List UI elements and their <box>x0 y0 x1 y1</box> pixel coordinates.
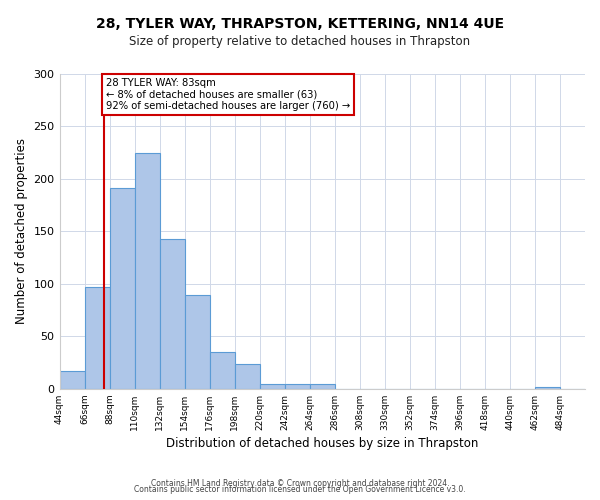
Bar <box>110 188 134 389</box>
Bar <box>209 352 235 389</box>
Text: Contains HM Land Registry data © Crown copyright and database right 2024.: Contains HM Land Registry data © Crown c… <box>151 478 449 488</box>
Text: Contains public sector information licensed under the Open Government Licence v3: Contains public sector information licen… <box>134 484 466 494</box>
Bar <box>160 239 185 389</box>
Bar <box>59 371 85 389</box>
Text: 28, TYLER WAY, THRAPSTON, KETTERING, NN14 4UE: 28, TYLER WAY, THRAPSTON, KETTERING, NN1… <box>96 18 504 32</box>
Bar <box>185 296 209 389</box>
Bar <box>235 364 260 389</box>
Text: 28 TYLER WAY: 83sqm
← 8% of detached houses are smaller (63)
92% of semi-detache: 28 TYLER WAY: 83sqm ← 8% of detached hou… <box>106 78 350 112</box>
Bar <box>310 384 335 389</box>
Bar <box>134 152 160 389</box>
X-axis label: Distribution of detached houses by size in Thrapston: Distribution of detached houses by size … <box>166 437 478 450</box>
Bar <box>85 287 110 389</box>
Bar <box>260 384 285 389</box>
Y-axis label: Number of detached properties: Number of detached properties <box>15 138 28 324</box>
Bar <box>285 384 310 389</box>
Text: Size of property relative to detached houses in Thrapston: Size of property relative to detached ho… <box>130 35 470 48</box>
Bar <box>535 386 560 389</box>
